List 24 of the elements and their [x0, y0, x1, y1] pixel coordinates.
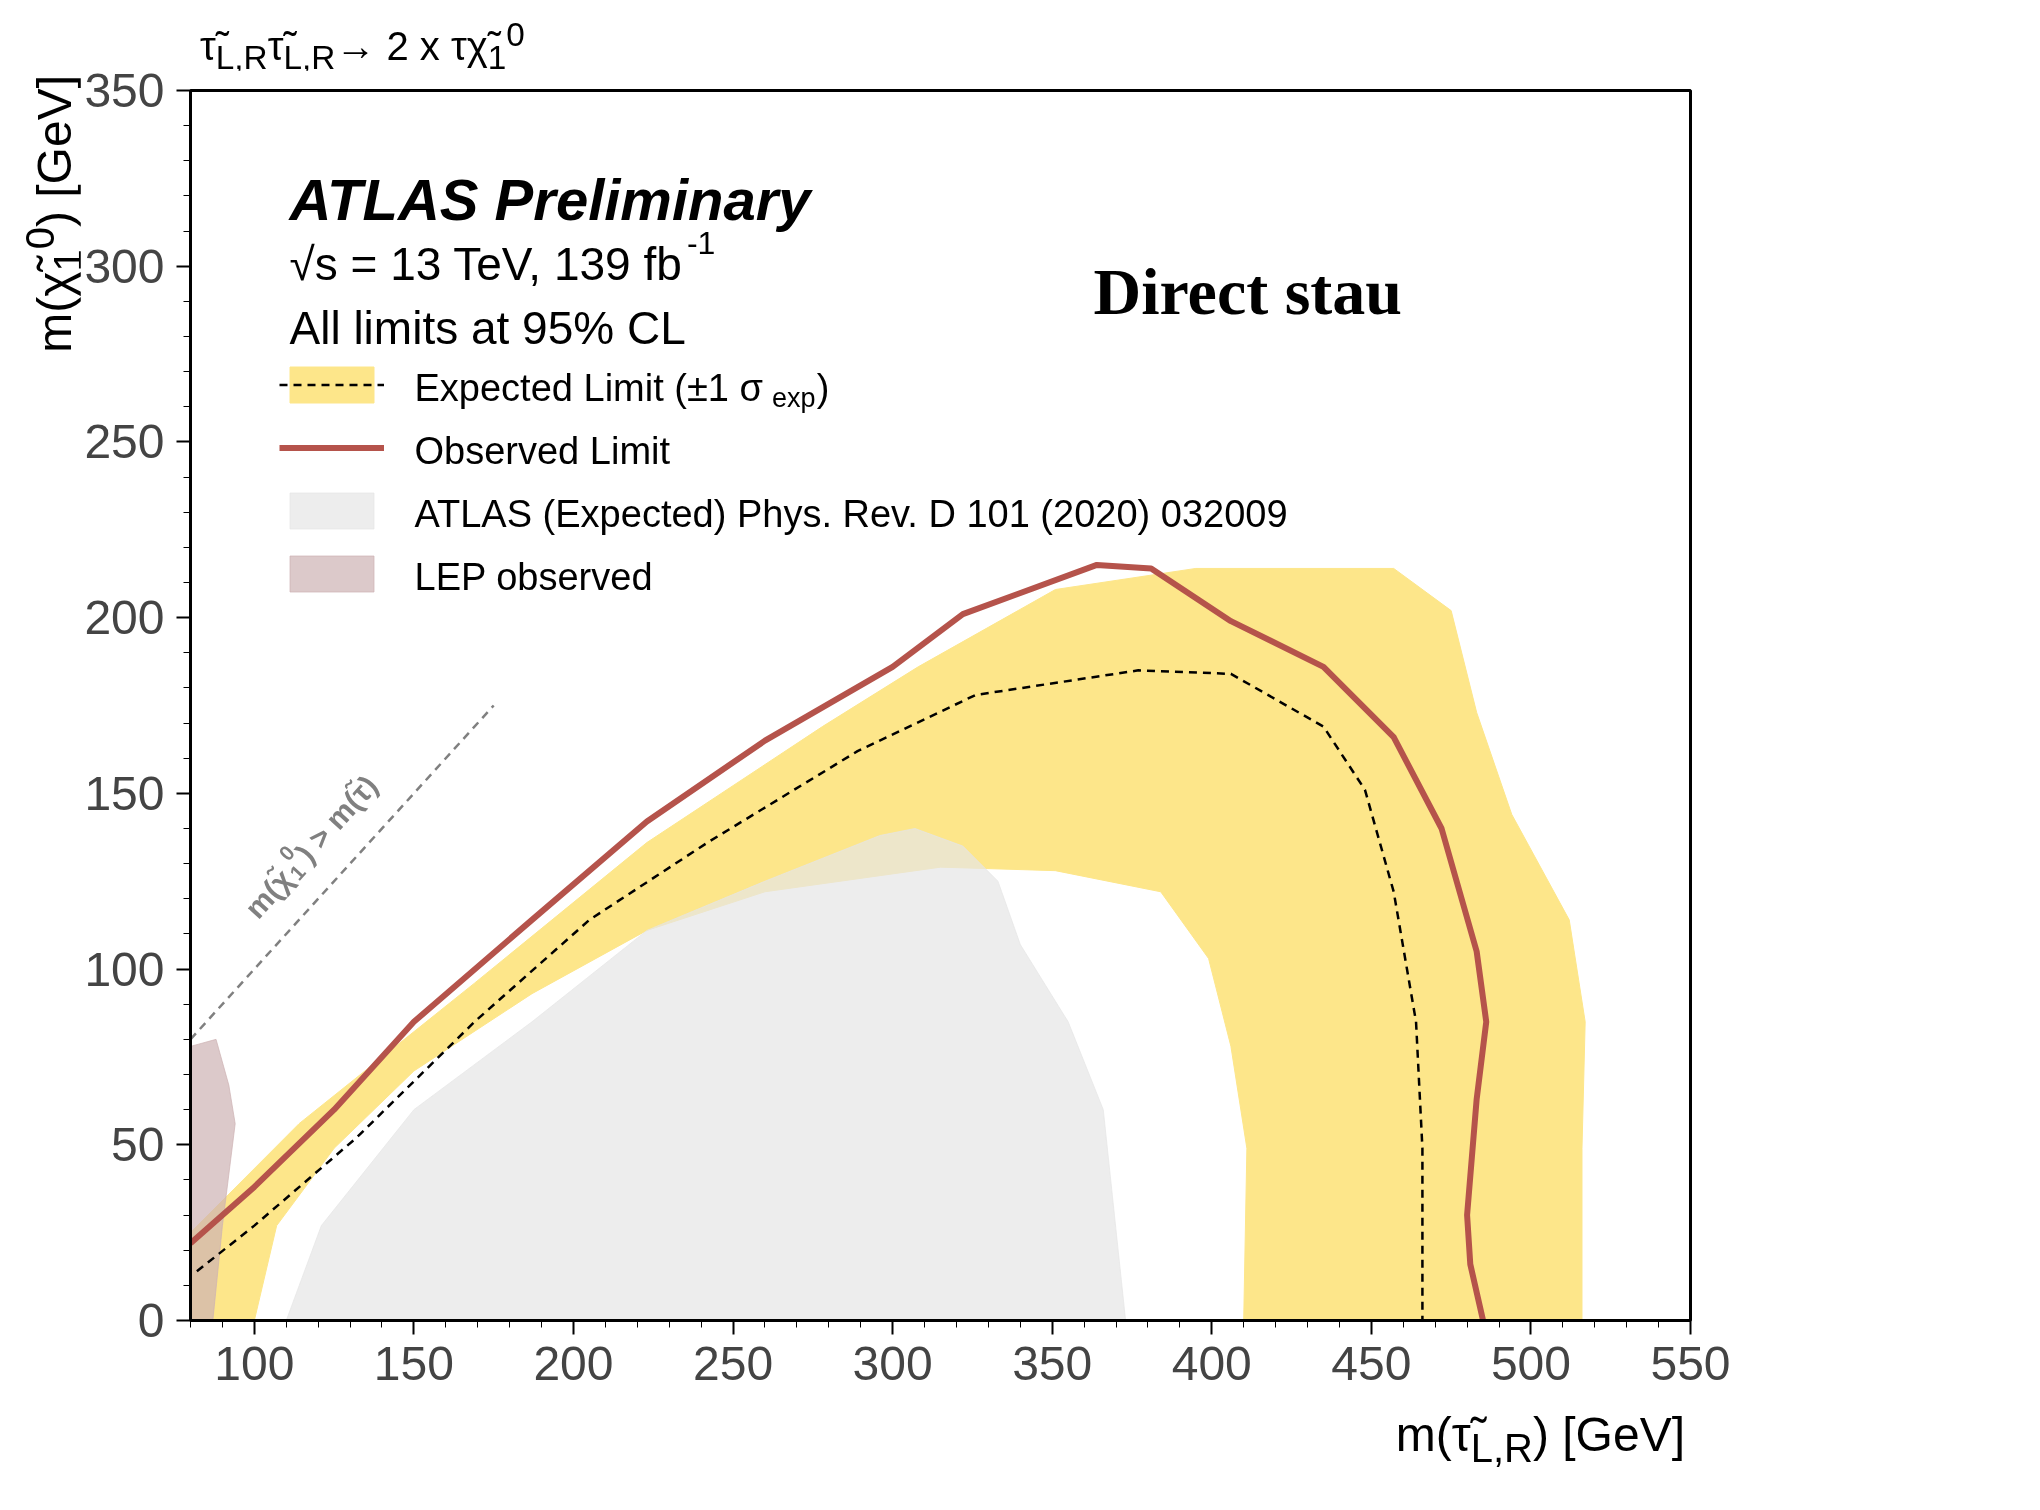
legend-label: LEP observed	[414, 556, 653, 599]
annotation: ATLAS Preliminary	[287, 167, 814, 232]
annotation: Direct stau	[1093, 255, 1403, 328]
y-tick-label: 0	[137, 1294, 165, 1347]
x-tick-label: 500	[1490, 1336, 1571, 1390]
x-tick-label: 150	[373, 1336, 454, 1390]
x-tick-label: 550	[1650, 1336, 1731, 1390]
y-tick-label: 150	[84, 766, 165, 820]
x-tick-label: 300	[852, 1336, 933, 1390]
y-tick-label: 200	[84, 591, 165, 645]
annotation: All limits at 95% CL	[289, 301, 686, 354]
x-tick-label: 350	[1012, 1336, 1093, 1390]
legend-label: Observed Limit	[414, 430, 671, 473]
x-tick-label: 250	[693, 1336, 774, 1390]
x-tick-label: 200	[533, 1336, 614, 1390]
y-tick-label: 50	[111, 1118, 165, 1172]
y-tick-label: 100	[84, 942, 165, 996]
y-tick-label: 250	[84, 415, 165, 469]
x-axis-title: m(τ̃$_{L,R}$) [GeV]	[1395, 1407, 1685, 1472]
legend-label: ATLAS (Expected) Phys. Rev. D 101 (2020) 032009	[414, 493, 1288, 536]
y-tick-label: 350	[84, 64, 165, 117]
x-tick-label: 400	[1171, 1336, 1252, 1390]
x-tick-label: 100	[214, 1336, 295, 1390]
x-tick-label: 450	[1331, 1336, 1412, 1390]
